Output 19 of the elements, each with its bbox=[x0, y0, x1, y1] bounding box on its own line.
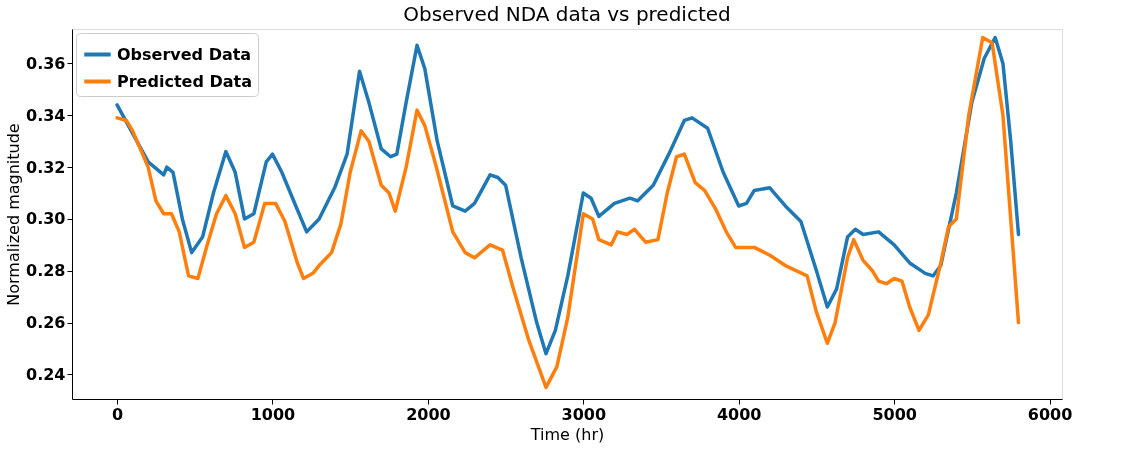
legend-label: Predicted Data bbox=[117, 71, 252, 91]
x-tick-label: 4000 bbox=[716, 404, 762, 424]
y-tick-label: 0.24 bbox=[26, 364, 66, 384]
x-tick-label: 5000 bbox=[872, 404, 917, 424]
x-tick-label: 1000 bbox=[250, 404, 296, 424]
legend-label: Observed Data bbox=[117, 44, 252, 64]
y-tick-label: 0.36 bbox=[26, 53, 66, 73]
x-tick-label: 0 bbox=[112, 404, 124, 424]
y-tick-label: 0.30 bbox=[26, 209, 66, 229]
x-tick-label: 2000 bbox=[406, 404, 451, 424]
x-axis-title: Time (hr) bbox=[529, 424, 605, 444]
y-tick-label: 0.26 bbox=[26, 313, 66, 333]
y-tick-label: 0.32 bbox=[26, 157, 66, 177]
y-tick-label: 0.34 bbox=[26, 105, 66, 125]
x-tick-label: 3000 bbox=[561, 404, 607, 424]
y-axis-title: Normalized magnitude bbox=[4, 123, 24, 306]
chart-title: Observed NDA data vs predicted bbox=[403, 2, 731, 26]
x-tick-label: 6000 bbox=[1027, 404, 1073, 424]
y-tick-label: 0.28 bbox=[26, 261, 66, 281]
